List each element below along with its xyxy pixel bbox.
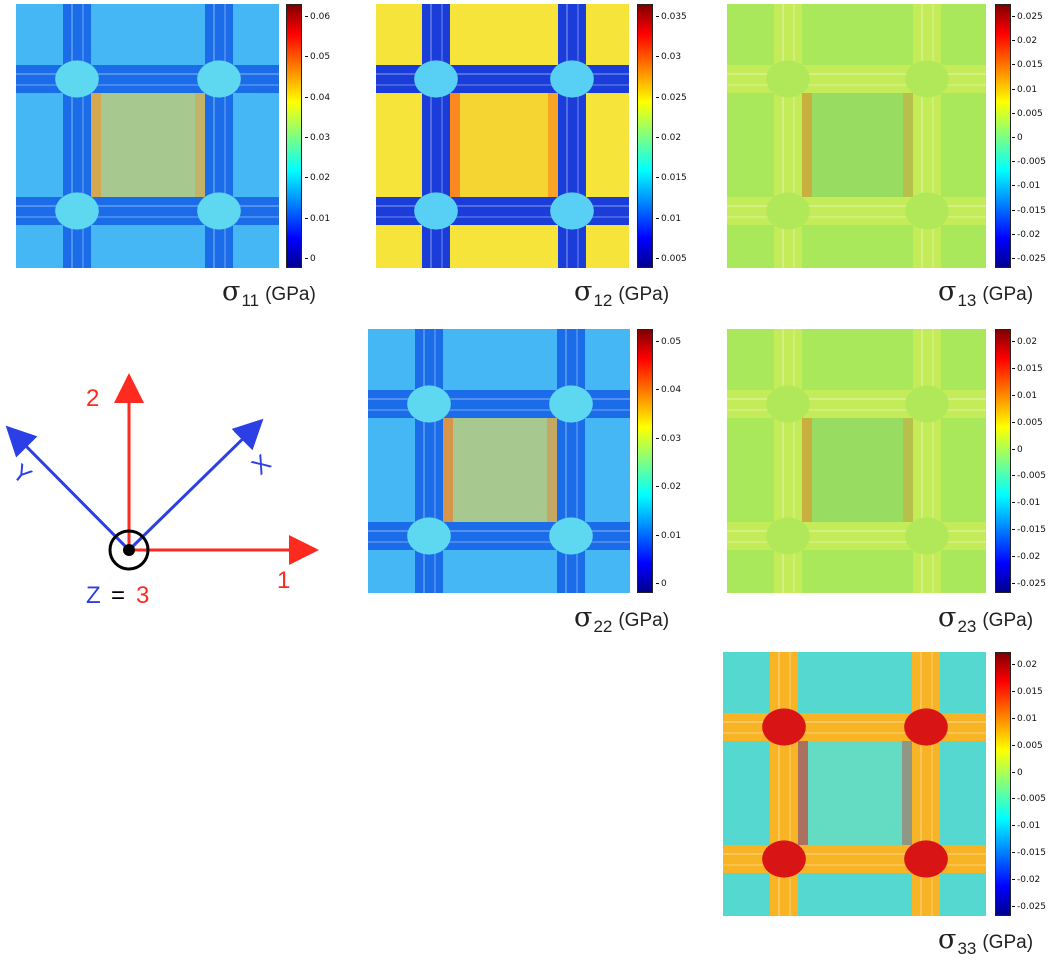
colorbar-tick-label: 0.03	[304, 133, 331, 143]
colorbar-tick-label: 0	[1012, 767, 1023, 778]
colorbar-tick-label: -0.015	[1011, 525, 1047, 536]
colorbar-tick-label: 0	[1012, 444, 1023, 455]
colorbar-tick-label: 0.06	[304, 12, 331, 22]
colorbar-tick-label: 0.025	[656, 92, 687, 103]
colorbar-tick-label: -0.01	[1011, 821, 1041, 832]
colorbar-ticks-sigma-23: 0.02 0.015 0.01 0.005 0 -0.005 -0.01 -0.015 -0.0…	[1011, 329, 1057, 593]
colorbar-tick-label: 0.02	[304, 173, 331, 184]
colorbar-ticks-sigma-11: 0.06 0.05 0.04 0.03 0.02 0.01 0	[304, 4, 360, 268]
stress-map-sigma-11	[16, 4, 279, 268]
colorbar-sigma-33	[995, 652, 1011, 916]
axis-2-label: 2	[86, 385, 99, 412]
colorbar-ticks-sigma-12: 0.035 0.03 0.025 0.02 0.015 0.01 0.005	[655, 4, 711, 268]
stress-map-sigma-13	[727, 4, 986, 268]
colorbar-tick-label: -0.02	[1011, 552, 1041, 563]
axis-equals-sign: =	[111, 582, 125, 609]
label-sigma-12: σ12 (GPa)	[574, 276, 670, 310]
colorbar-tick-label: 0.03	[655, 433, 682, 444]
stress-map-sigma-12	[376, 4, 629, 268]
colorbar-tick-label: 0.005	[656, 254, 687, 264]
stress-map-sigma-22	[368, 329, 630, 593]
label-sigma-33: σ33 (GPa)	[938, 924, 1034, 958]
colorbar-tick-label: 0	[1012, 133, 1023, 143]
colorbar-tick-label: -0.025	[1011, 579, 1047, 589]
colorbar-tick-label: 0.015	[1012, 686, 1043, 697]
colorbar-tick-label: -0.015	[1011, 205, 1047, 216]
colorbar-sigma-12	[637, 4, 653, 268]
colorbar-tick-label: 0.01	[655, 530, 682, 541]
colorbar-tick-label: 0.01	[304, 213, 331, 224]
colorbar-tick-label: 0.005	[1012, 108, 1043, 119]
stress-map-sigma-33	[723, 652, 986, 916]
colorbar-sigma-22	[637, 329, 653, 593]
colorbar-tick-label: 0.05	[304, 52, 331, 63]
colorbar-tick-label: 0.02	[1011, 36, 1038, 47]
coordinate-axes-diagram: 2 1 X Y Z = 3	[5, 373, 319, 609]
colorbar-tick-label: 0.04	[304, 92, 331, 103]
colorbar-ticks-sigma-22: 0.05 0.04 0.03 0.02 0.01 0	[655, 329, 711, 593]
colorbar-tick-label: 0.04	[655, 385, 682, 396]
axis-3-out-of-plane-circle	[108, 529, 150, 571]
colorbar-tick-label: 0.01	[655, 213, 682, 224]
stress-map-sigma-23	[727, 329, 986, 593]
colorbar-tick-label: 0.01	[1011, 84, 1038, 95]
label-sigma-13: σ13 (GPa)	[938, 276, 1034, 310]
axis-3-out-of-plane-dot	[123, 544, 135, 556]
colorbar-tick-label: 0.035	[656, 12, 687, 22]
axis-x-arrow	[127, 418, 264, 552]
colorbar-tick-label: -0.005	[1011, 794, 1047, 805]
colorbar-ticks-sigma-33: 0.02 0.015 0.01 0.005 0 -0.005 -0.01 -0.015 -0.0…	[1011, 652, 1057, 916]
colorbar-ticks-sigma-13: 0.025 0.02 0.015 0.01 0.005 0 -0.005 -0.01 -0.01…	[1011, 4, 1057, 268]
colorbar-tick-label: 0.015	[656, 173, 687, 184]
colorbar-tick-label: 0	[656, 579, 667, 589]
colorbar-tick-label: 0.02	[655, 482, 682, 493]
colorbar-tick-label: -0.01	[1011, 498, 1041, 509]
label-sigma-22: σ22 (GPa)	[574, 602, 670, 636]
axis-1-label: 1	[277, 567, 290, 594]
colorbar-sigma-23	[995, 329, 1011, 593]
colorbar-tick-label: -0.025	[1011, 902, 1047, 912]
colorbar-tick-label: 0.025	[1012, 12, 1043, 22]
colorbar-tick-label: -0.005	[1011, 471, 1047, 482]
colorbar-tick-label: -0.015	[1011, 848, 1047, 859]
colorbar-tick-label: -0.02	[1011, 875, 1041, 886]
colorbar-tick-label: -0.01	[1011, 181, 1041, 192]
axis-y-arrow	[5, 425, 131, 552]
colorbar-tick-label: 0	[305, 254, 316, 264]
axis-3-label: 3	[136, 582, 149, 609]
label-sigma-23: σ23 (GPa)	[938, 602, 1034, 636]
colorbar-tick-label: 0.05	[655, 337, 682, 347]
label-sigma-11: σ11 (GPa)	[222, 276, 316, 310]
colorbar-tick-label: -0.005	[1011, 157, 1047, 168]
colorbar-tick-label: 0.005	[1012, 417, 1043, 428]
colorbar-sigma-11	[286, 4, 302, 268]
colorbar-tick-label: 0.015	[1012, 60, 1043, 71]
colorbar-tick-label: -0.025	[1011, 254, 1047, 264]
axis-x-label: X	[247, 450, 277, 481]
axis-y-label: Y	[7, 459, 36, 490]
colorbar-tick-label: 0.005	[1012, 740, 1043, 751]
colorbar-tick-label: 0.01	[1011, 713, 1038, 724]
axis-z-label: Z	[86, 582, 101, 609]
colorbar-sigma-13	[995, 4, 1011, 268]
colorbar-tick-label: -0.02	[1011, 229, 1041, 240]
colorbar-tick-label: 0.02	[655, 133, 682, 143]
colorbar-tick-label: 0.02	[1011, 337, 1038, 347]
colorbar-tick-label: 0.02	[1011, 660, 1038, 670]
colorbar-tick-label: 0.03	[655, 52, 682, 63]
colorbar-tick-label: 0.015	[1012, 363, 1043, 374]
colorbar-tick-label: 0.01	[1011, 390, 1038, 401]
